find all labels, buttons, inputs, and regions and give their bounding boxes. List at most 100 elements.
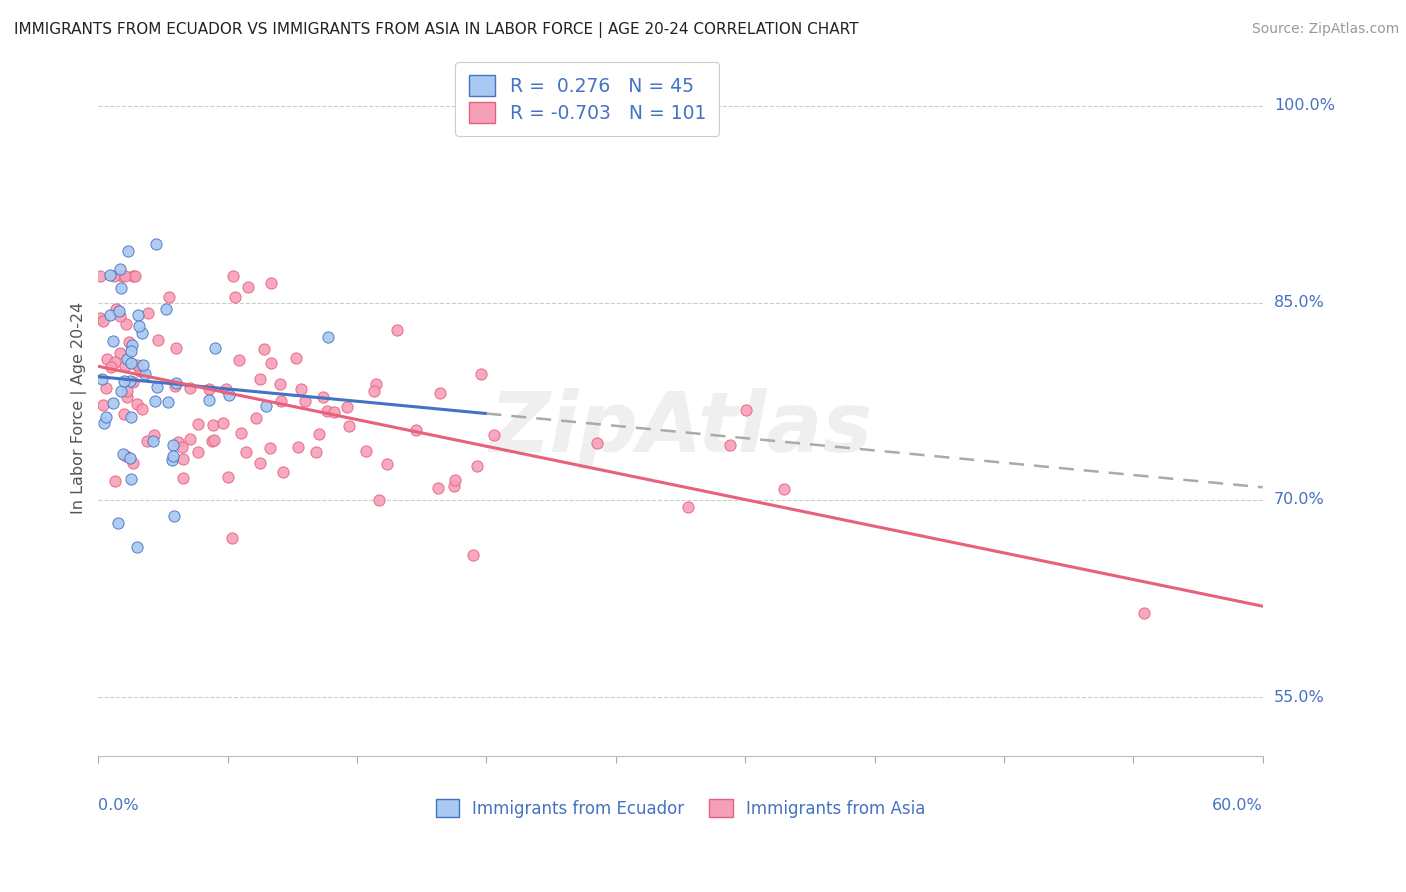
Point	[305, 445, 328, 459]
Point	[187, 417, 209, 431]
Point	[155, 302, 177, 317]
Point	[259, 441, 281, 455]
Point	[110, 346, 132, 360]
Point	[162, 453, 184, 467]
Point	[111, 269, 134, 284]
Point	[108, 262, 131, 277]
Y-axis label: In Labor Force | Age 20-24: In Labor Force | Age 20-24	[72, 301, 87, 514]
Point	[337, 419, 360, 434]
Point	[482, 428, 505, 442]
Point	[122, 375, 145, 389]
Point	[249, 456, 271, 470]
Point	[110, 281, 132, 295]
Point	[120, 472, 142, 486]
Point	[100, 360, 122, 375]
Point	[89, 269, 111, 284]
Point	[114, 269, 136, 284]
Point	[120, 410, 142, 425]
Point	[120, 343, 142, 358]
Point	[115, 449, 138, 463]
Point	[131, 358, 153, 372]
Point	[198, 382, 221, 396]
Point	[201, 434, 224, 449]
Point	[127, 397, 149, 411]
Point	[285, 351, 308, 366]
Text: 55.0%: 55.0%	[1274, 690, 1324, 705]
Point	[260, 277, 283, 291]
Point	[115, 390, 138, 404]
Point	[107, 516, 129, 531]
Point	[212, 416, 235, 430]
Point	[91, 314, 114, 328]
Point	[229, 425, 252, 440]
Point	[111, 447, 134, 461]
Point	[179, 381, 201, 395]
Point	[228, 353, 250, 368]
Point	[172, 471, 194, 485]
Point	[89, 310, 111, 325]
Point	[129, 364, 152, 378]
Point	[104, 474, 127, 488]
Text: 70.0%: 70.0%	[1274, 492, 1324, 508]
Point	[465, 459, 488, 474]
Point	[165, 341, 187, 355]
Point	[131, 326, 153, 340]
Point	[94, 381, 117, 395]
Point	[122, 269, 145, 284]
Point	[146, 333, 169, 347]
Point	[470, 367, 492, 381]
Point	[131, 401, 153, 416]
Point	[336, 400, 359, 414]
Point	[114, 374, 136, 388]
Point	[143, 394, 166, 409]
Point	[107, 304, 129, 318]
Point	[312, 390, 335, 404]
Point	[146, 380, 169, 394]
Text: IMMIGRANTS FROM ECUADOR VS IMMIGRANTS FROM ASIA IN LABOR FORCE | AGE 20-24 CORRE: IMMIGRANTS FROM ECUADOR VS IMMIGRANTS FR…	[14, 22, 859, 38]
Point	[110, 384, 132, 399]
Point	[201, 417, 224, 432]
Point	[103, 269, 125, 284]
Point	[270, 394, 292, 409]
Text: 60.0%: 60.0%	[1212, 798, 1263, 813]
Point	[678, 500, 700, 515]
Point	[322, 405, 344, 419]
Point	[135, 434, 157, 448]
Point	[718, 438, 741, 452]
Point	[254, 399, 277, 413]
Point	[463, 548, 485, 562]
Point	[118, 450, 141, 465]
Point	[585, 436, 607, 450]
Point	[308, 427, 330, 442]
Point	[142, 434, 165, 448]
Point	[118, 334, 141, 349]
Point	[368, 492, 391, 507]
Point	[1132, 606, 1154, 620]
Point	[93, 416, 115, 430]
Point	[121, 338, 143, 352]
Point	[136, 306, 159, 320]
Point	[318, 329, 340, 343]
Point	[115, 317, 138, 331]
Point	[179, 432, 201, 446]
Point	[91, 398, 114, 412]
Point	[117, 384, 139, 399]
Point	[162, 438, 184, 452]
Text: 85.0%: 85.0%	[1274, 295, 1324, 310]
Point	[114, 359, 136, 373]
Text: Source: ZipAtlas.com: Source: ZipAtlas.com	[1251, 22, 1399, 37]
Point	[224, 290, 246, 304]
Text: ZipAtlas: ZipAtlas	[489, 388, 872, 469]
Point	[375, 457, 398, 471]
Point	[94, 409, 117, 424]
Point	[156, 395, 179, 409]
Point	[167, 434, 190, 449]
Point	[103, 334, 125, 349]
Point	[120, 374, 142, 388]
Point	[197, 393, 219, 408]
Point	[163, 508, 186, 523]
Point	[315, 403, 337, 417]
Point	[162, 449, 184, 463]
Point	[145, 236, 167, 251]
Point	[187, 445, 209, 459]
